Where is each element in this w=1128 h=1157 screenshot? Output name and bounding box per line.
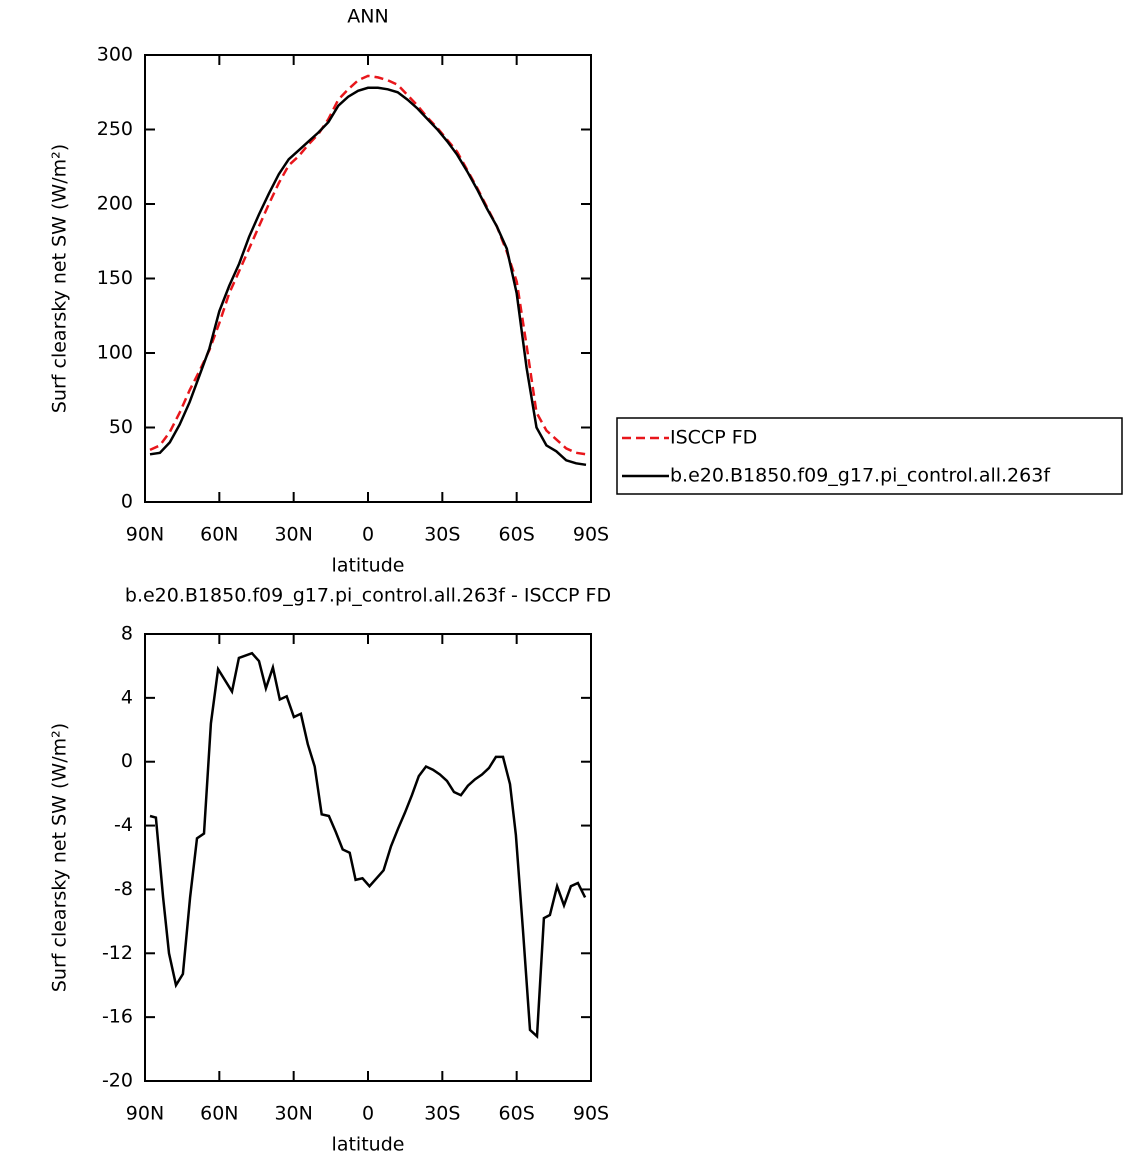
y-tick-label: -4 — [114, 814, 133, 836]
x-tick-label: 30N — [274, 1103, 312, 1125]
chart-title: ANN — [347, 6, 388, 28]
series-line — [149, 86, 587, 467]
x-tick-label: 0 — [362, 524, 374, 546]
legend-label: ISCCP FD — [670, 427, 757, 449]
y-tick-label: -16 — [102, 1006, 133, 1028]
y-axis-label: Surf clearsky net SW (W/m²) — [49, 723, 71, 992]
y-tick-label: 50 — [109, 416, 133, 438]
x-tick-label: 60S — [499, 524, 535, 546]
y-tick-label: 8 — [121, 623, 133, 645]
y-tick-label: -8 — [114, 878, 133, 900]
y-tick-label: 250 — [97, 118, 133, 140]
series-line — [149, 74, 587, 456]
y-tick-label: -20 — [102, 1070, 133, 1092]
x-axis-label: latitude — [332, 555, 405, 577]
plot-frame — [144, 54, 592, 503]
x-tick-label: 90N — [126, 524, 164, 546]
x-tick-label: 90S — [573, 1103, 609, 1125]
chart-title: b.e20.B1850.f09_g17.pi_control.all.263f … — [125, 585, 611, 607]
legend-label: b.e20.B1850.f09_g17.pi_control.all.263f — [670, 465, 1051, 487]
y-tick-label: 200 — [97, 193, 133, 215]
y-tick-label: 4 — [121, 686, 133, 708]
y-tick-label: 0 — [121, 750, 133, 772]
x-tick-label: 90S — [573, 524, 609, 546]
x-tick-label: 30S — [424, 524, 460, 546]
x-tick-label: 60N — [200, 1103, 238, 1125]
y-tick-label: 150 — [97, 267, 133, 289]
x-tick-label: 90N — [126, 1103, 164, 1125]
x-tick-label: 60N — [200, 524, 238, 546]
y-tick-label: 100 — [97, 342, 133, 364]
y-tick-label: -12 — [102, 942, 133, 964]
y-tick-label: 300 — [97, 44, 133, 66]
legend-box — [616, 417, 1123, 495]
x-tick-label: 30N — [274, 524, 312, 546]
x-tick-label: 60S — [499, 1103, 535, 1125]
y-axis-label: Surf clearsky net SW (W/m²) — [49, 144, 71, 413]
y-tick-label: 0 — [121, 491, 133, 513]
series-line — [149, 651, 587, 1039]
plot-frame — [144, 633, 592, 1082]
x-tick-label: 30S — [424, 1103, 460, 1125]
x-tick-label: 0 — [362, 1103, 374, 1125]
x-axis-label: latitude — [332, 1134, 405, 1156]
